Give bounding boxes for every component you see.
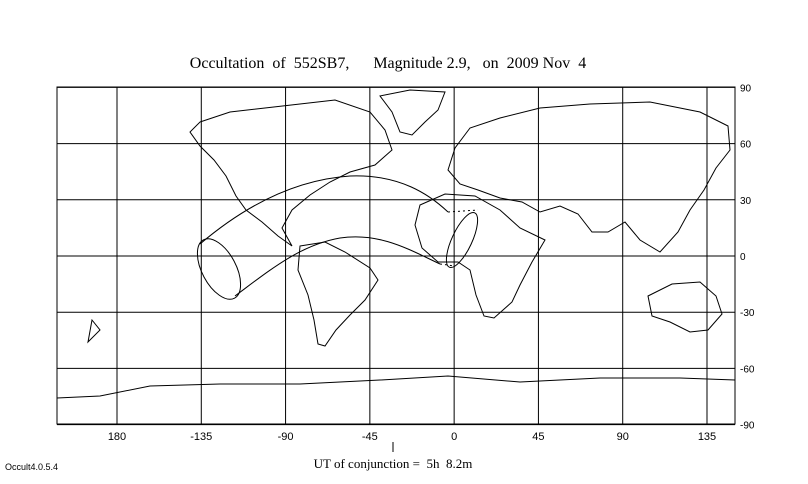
south-america: [297, 241, 379, 347]
x-tick-label: -135: [190, 431, 212, 443]
greenland: [379, 89, 446, 136]
map-frame: [56, 86, 736, 425]
antarctica: [56, 375, 736, 399]
version-label: Occult4.0.5.4: [5, 462, 58, 472]
graticule: 180 -135 -90 -45 0 45 90 135 90 60 30 0 -30 -60 -90: [57, 83, 755, 443]
y-tick-label: -90: [740, 421, 755, 432]
path-north-limit: [199, 175, 449, 245]
y-tick-label: 90: [740, 83, 752, 94]
y-tick-label: 30: [740, 196, 752, 207]
y-tick-label: -60: [740, 364, 755, 375]
shadow-ellipse-start: [196, 238, 242, 300]
x-tick-label: -90: [278, 431, 294, 443]
australia: [647, 281, 723, 333]
x-tick-label: 45: [532, 431, 544, 443]
x-tick-label: 90: [617, 431, 629, 443]
x-tick-label: -45: [362, 431, 378, 443]
y-tick-label: 60: [740, 140, 752, 151]
x-tick-label: 0: [451, 431, 457, 443]
occultation-path: [196, 175, 479, 300]
new-zealand: [87, 318, 101, 344]
y-tick-label: 0: [740, 252, 746, 263]
path-extension: [439, 209, 479, 267]
x-tick-label: 180: [108, 431, 126, 443]
africa: [414, 193, 546, 319]
y-tick-label: -30: [740, 308, 755, 319]
x-tick-label: 135: [698, 431, 716, 443]
map-title: Occultation of 552SB7, Magnitude 2.9, on…: [190, 55, 586, 72]
shadow-ellipse-end: [445, 211, 479, 269]
continents: [56, 89, 736, 399]
eurasia: [447, 101, 731, 253]
north-america: [189, 99, 393, 247]
conjunction-label: UT of conjunction = 5h 8.2m: [314, 456, 473, 471]
path-south-limit: [234, 236, 441, 297]
